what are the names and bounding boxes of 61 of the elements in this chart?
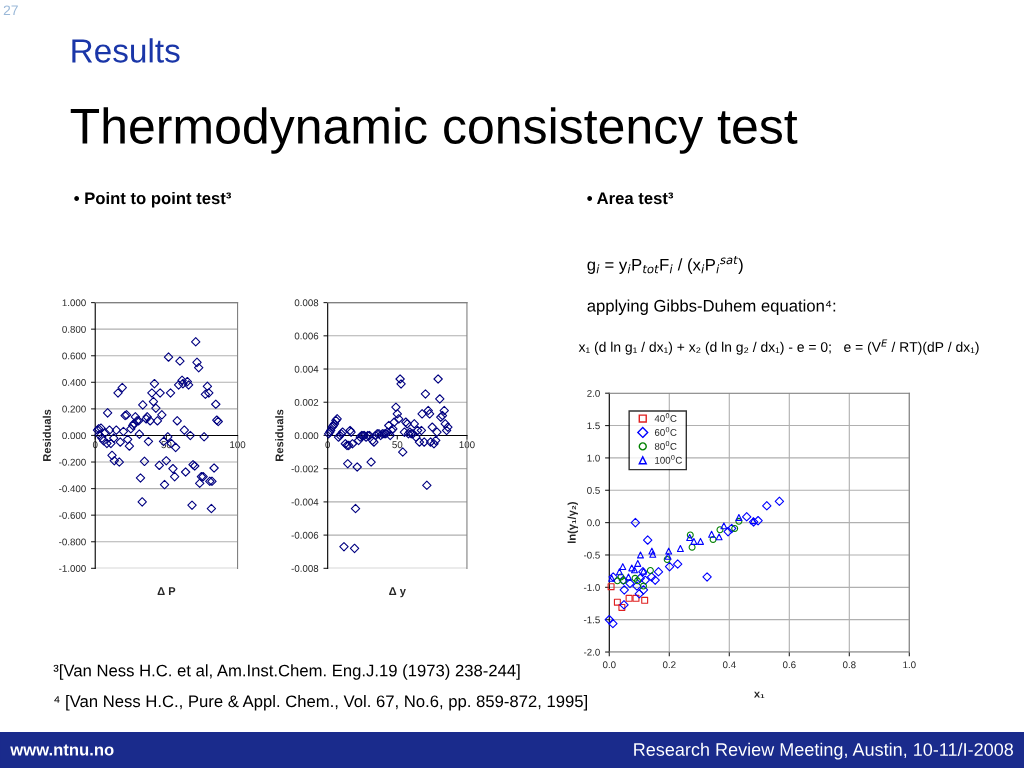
text: • Area test³ [587, 192, 674, 205]
x-axis-title: x₁ [753, 691, 765, 698]
y-tick-label: 0.004 [294, 365, 319, 373]
y-tick-label: -1.0 [583, 584, 600, 591]
text: Research Review Meeting, Austin, 10-11/I-2008 [634, 742, 1013, 760]
text: Results [72, 38, 180, 63]
x-tick-label: 50 [392, 441, 403, 449]
legend-label: 100$^{0}$C [655, 454, 682, 464]
y-tick-label: 2.0 [587, 389, 600, 397]
y-tick-label: 0.400 [62, 379, 86, 386]
y-tick-label: -0.200 [59, 458, 86, 466]
x-tick-label: 100 [459, 441, 475, 449]
y-tick-label: -1.000 [59, 565, 86, 572]
y-tick-label: 0.0 [587, 519, 600, 527]
y-tick-label: -0.006 [291, 531, 319, 539]
text: ³[Van Ness H.C. et al, Am.Inst.Chem. Eng.J.19 (1973) 238-244] [53, 664, 520, 680]
y-tick-label: -2.0 [583, 648, 600, 656]
x-tick-label: 1.0 [903, 661, 916, 669]
legend-label: 80$^{0}$C [654, 440, 677, 450]
y-axis-title: Residuals [275, 409, 284, 461]
y-tick-label: 0.002 [294, 398, 319, 406]
y-tick-label: 0.600 [62, 352, 86, 360]
x-tick-label: 0.0 [602, 661, 616, 669]
y-tick-label: 0.200 [62, 405, 86, 413]
text: Thermodynamic consistency test [70, 107, 798, 154]
y-tick-label: 1.0 [587, 454, 600, 462]
text: g$_{i}$ = y$_{i}$P$_{tot}$F$_{i}$ / (x$_{i}$P$_{i}$$^{sat}$) [587, 255, 743, 274]
y-tick-label: -0.008 [291, 565, 319, 572]
text: ⁴ [Van Ness H.C., Pure & Appl. Chem., Vol. 67, No.6, pp. 859-872, 1995] [54, 694, 587, 711]
y-tick-label: -0.004 [291, 498, 319, 506]
y-tick-label: -0.800 [59, 538, 86, 546]
y-tick-label: 0.5 [587, 487, 600, 494]
x-tick-label: 0 [92, 441, 98, 449]
y-tick-label: 0.800 [62, 325, 86, 333]
y-tick-label: 0.006 [294, 332, 319, 340]
y-axis-title: ln(γ₁/γ₂) [567, 502, 578, 543]
y-tick-label: -0.600 [59, 511, 86, 519]
text: 27 [3, 5, 18, 16]
y-tick-label: 0.008 [294, 299, 319, 307]
y-tick-label: -0.5 [583, 551, 600, 559]
legend-label: 40$^{0}$C [654, 413, 677, 422]
y-tick-label: 1.000 [62, 299, 86, 307]
y-tick-label: -0.002 [291, 465, 319, 473]
y-tick-label: 0.000 [62, 432, 86, 440]
legend-label: 60$^{0}$C [654, 427, 677, 436]
text: • Point to point test³ [74, 191, 232, 208]
y-axis-title: Residuals [42, 409, 51, 461]
y-tick-label: 1.5 [587, 422, 600, 430]
text: www.ntnu.no [10, 744, 114, 756]
x-axis-title: Δ y [389, 587, 406, 598]
y-tick-label: 0.000 [294, 432, 319, 440]
x-tick-label: 0.8 [842, 661, 856, 669]
x-tick-label: 0.4 [722, 661, 736, 669]
y-tick-label: -0.400 [59, 485, 86, 493]
text: applying Gibbs-Duhem equation⁴: [587, 299, 836, 315]
text: x₁ (d ln g₁ / dx₁) + x₂ (d ln g₂ / dx₁) - e = 0; e = (V$^{E}$ / RT)(dP / dx₁) [578, 339, 979, 355]
x-tick-label: 0.6 [782, 661, 796, 669]
x-axis-title: Δ P [157, 587, 176, 595]
x-tick-label: 0 [325, 441, 330, 449]
x-tick-label: 0.2 [662, 661, 676, 669]
y-tick-label: -1.5 [583, 616, 600, 624]
